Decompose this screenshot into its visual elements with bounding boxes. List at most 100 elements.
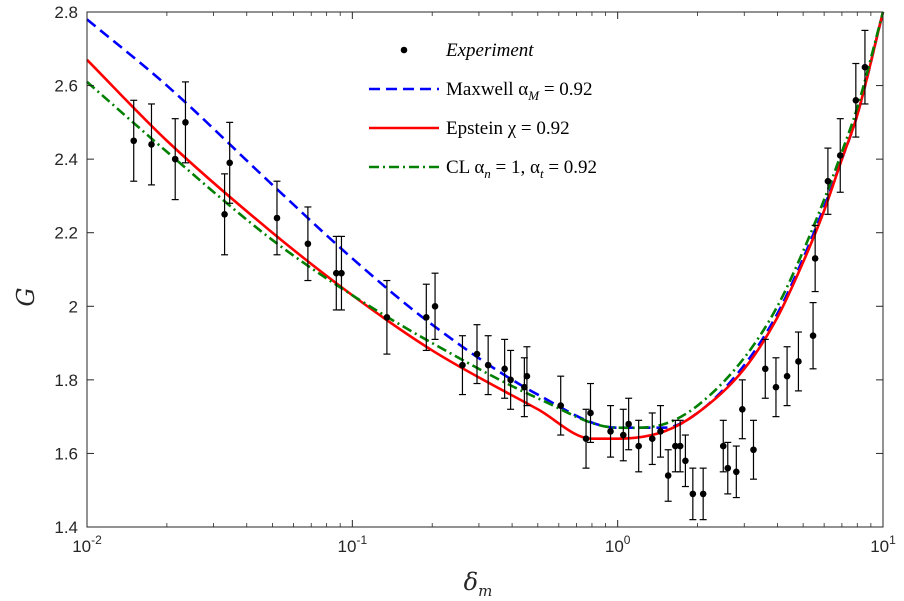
experiment-marker [501, 365, 508, 373]
experiment-point [422, 283, 430, 352]
y-tick-label: 1.6 [54, 444, 78, 463]
experiment-point [147, 103, 155, 186]
experiment-point [507, 349, 515, 410]
experiment-marker [811, 255, 819, 262]
y-tick-label: 2.2 [54, 224, 78, 243]
experiment-point [226, 121, 234, 204]
experiment-point [273, 180, 281, 256]
experiment-marker [431, 302, 439, 310]
experiment-marker [676, 442, 684, 450]
experiment-point [619, 408, 627, 462]
experiment-point [749, 419, 757, 480]
experiment-point [473, 324, 481, 385]
y-tick-label: 1.8 [54, 371, 78, 390]
experiment-marker [783, 372, 791, 380]
experiment-point [557, 375, 565, 436]
experiment-marker [733, 468, 740, 476]
legend-label-experiment: Experiment [445, 40, 534, 61]
experiment-marker [273, 214, 281, 222]
experiment-point [676, 419, 684, 473]
experiment-marker [226, 159, 234, 167]
experiment-point [221, 173, 229, 256]
experiment-point [794, 331, 802, 392]
experiment-marker [724, 464, 732, 472]
experiment-marker [635, 442, 642, 450]
experiment-marker [750, 446, 757, 454]
y-axis-title: G [12, 287, 40, 306]
axis-ticks: 1.4 1.6 1.8 2 2.2 2.4 2.6 2.8 10-2 10-1 100 101 [54, 3, 896, 556]
experiment-marker [523, 372, 531, 380]
experiment-marker [171, 155, 179, 163]
experiment-marker [338, 269, 345, 277]
experiment-layer [130, 29, 869, 521]
x-axis-title-main: δ [464, 568, 478, 596]
experiment-point [501, 338, 509, 399]
experiment-point [130, 99, 138, 182]
legend-item-epstein: Epstein χ = 0.92 [369, 118, 570, 139]
experiment-point [761, 338, 769, 399]
legend-item-maxwell: Maxwell αM = 0.92 [369, 79, 593, 103]
experiment-marker [304, 240, 312, 248]
experiment-marker [383, 314, 391, 321]
legend: Experiment Maxwell αM = 0.92 Epstein χ = 0… [369, 40, 597, 181]
experiment-point [431, 272, 439, 340]
experiment-marker [719, 442, 727, 450]
experiment-point [732, 445, 740, 499]
experiment-marker [607, 428, 614, 435]
experiment-marker [625, 420, 632, 428]
experiment-point [852, 62, 860, 138]
series-layer [86, 11, 885, 441]
legend-label-maxwell: Maxwell αM = 0.92 [446, 79, 593, 103]
experiment-point [824, 147, 832, 215]
experiment-marker [459, 361, 466, 369]
experiment-marker [582, 435, 590, 443]
experiment-marker [507, 376, 514, 384]
experiment-point [635, 419, 643, 473]
x-tick-label: 10-1 [338, 533, 368, 556]
experiment-point [861, 29, 869, 105]
experiment-marker [130, 137, 138, 145]
experiment-marker [657, 428, 664, 435]
experiment-marker [852, 96, 860, 104]
experiment-point [811, 224, 819, 293]
x-tick-label: 100 [605, 533, 631, 556]
experiment-marker [689, 490, 697, 498]
experiment-point [836, 118, 844, 193]
legend-marker-experiment [400, 46, 408, 54]
y-tick-label: 2.4 [54, 150, 78, 169]
y-tick-label: 2 [69, 297, 78, 316]
experiment-marker [809, 332, 817, 340]
experiment-point [681, 434, 689, 488]
experiment-point [772, 357, 780, 418]
experiment-point [809, 302, 817, 370]
experiment-marker [619, 431, 627, 439]
experiment-point [738, 379, 746, 440]
experiment-point [783, 346, 791, 407]
experiment-point [719, 419, 727, 473]
experiment-point [337, 235, 345, 311]
experiment-point [724, 441, 732, 495]
legend-label-cl: CL αn = 1, αt = 0.92 [446, 157, 597, 181]
experiment-marker [664, 472, 672, 479]
experiment-marker [332, 269, 340, 277]
y-tick-label: 2.6 [54, 77, 78, 96]
x-tick-label: 101 [870, 533, 896, 556]
experiment-marker [422, 314, 430, 321]
experiment-point [181, 81, 189, 164]
experiment-point [607, 405, 615, 458]
x-tick-label: 10-2 [72, 533, 102, 556]
x-axis-title: δm [464, 568, 493, 600]
experiment-point [458, 335, 466, 396]
experiment-point [625, 397, 633, 451]
x-axis-title-subscript: m [478, 582, 492, 600]
experiment-point [171, 118, 179, 201]
experiment-point [304, 206, 312, 282]
legend-item-cl: CL αn = 1, αt = 0.92 [369, 157, 597, 181]
y-tick-label: 2.8 [54, 3, 78, 22]
experiment-marker [795, 358, 802, 365]
epstein-curve [86, 11, 885, 441]
experiment-marker [473, 350, 481, 358]
experiment-marker [587, 409, 594, 417]
experiment-point [582, 408, 590, 469]
